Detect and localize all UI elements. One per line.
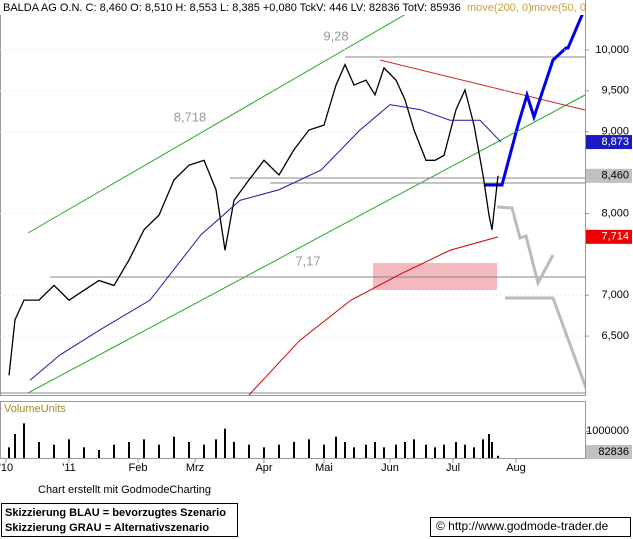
x-tick-label: Mrz	[186, 462, 204, 474]
series-line	[8, 62, 499, 376]
x-tick-label: Feb	[129, 462, 148, 474]
price-panel	[0, 0, 586, 396]
volume-bar	[395, 444, 397, 458]
volume-bar	[68, 439, 70, 458]
volume-bar	[335, 436, 337, 458]
volume-bar	[23, 423, 25, 458]
volume-bar	[8, 447, 10, 458]
volume-bar	[293, 442, 295, 458]
scenario-blue	[485, 7, 585, 187]
end-label: 82836	[598, 446, 629, 458]
volume-bar	[383, 447, 385, 458]
volume-bar	[128, 442, 130, 458]
end-label: 8,460	[601, 170, 629, 182]
volume-bar	[365, 444, 367, 458]
end-label: 8,873	[601, 136, 629, 148]
y-tick-label: 10,000	[595, 44, 629, 56]
volume-bar	[14, 434, 16, 458]
volume-bar	[98, 450, 100, 458]
y-tick-label: 1000000	[586, 425, 629, 437]
end-label-box	[586, 135, 632, 150]
volume-title: VolumeUnits	[4, 403, 66, 415]
x-tick-label: Aug	[506, 462, 526, 474]
volume-bar	[224, 428, 226, 458]
volume-bar	[203, 444, 205, 458]
x-tick-label: Jun	[381, 462, 399, 474]
volume-bar	[491, 442, 493, 458]
y-tick-label: 9,500	[601, 85, 629, 97]
volume-bar	[482, 439, 484, 458]
series-line	[29, 104, 502, 381]
y-tick-label: 6,500	[601, 330, 629, 342]
volume-bar	[473, 447, 475, 458]
copyright: © http://www.godmode-trader.de	[436, 519, 609, 533]
copyright-box	[430, 517, 631, 537]
volume-bar	[323, 444, 325, 458]
x-tick-label: Apr	[255, 462, 272, 474]
channel-bottom	[27, 94, 585, 394]
volume-bar	[425, 444, 427, 458]
volume-bar	[464, 444, 466, 458]
volume-bar	[263, 447, 265, 458]
end-label: 7,714	[601, 231, 629, 243]
legend-entry: move(50, 0)	[531, 2, 590, 14]
volume-bar	[188, 442, 190, 458]
volume-bar	[158, 444, 160, 458]
volume-bar	[83, 447, 85, 458]
x-tick-label: Jul	[446, 462, 460, 474]
volume-bar	[215, 439, 217, 458]
volume-bar	[374, 442, 376, 458]
annotation: 7,17	[295, 253, 320, 268]
volume-bar	[344, 442, 346, 458]
x-tick-label: '11	[62, 462, 76, 474]
volume-bar	[455, 442, 457, 458]
legend-blue: Skizzierung BLAU = bevorzugtes Szenario	[5, 507, 226, 519]
end-label-box	[586, 168, 632, 183]
price-layer: 9,28 8,718 7,17	[0, 2, 585, 395]
volume-bar	[443, 444, 445, 458]
end-label-box	[586, 229, 632, 244]
volume-bar	[278, 444, 280, 458]
legend-box	[1, 503, 238, 537]
annotation: 9,28	[323, 28, 348, 43]
x-tick-label: Mai	[315, 462, 333, 474]
scenario-gray	[505, 296, 585, 389]
volume-bar	[488, 434, 490, 458]
volume-bar	[233, 442, 235, 458]
volume-bar	[404, 442, 406, 458]
volume-bar	[248, 444, 250, 458]
volume-bar	[497, 455, 499, 458]
y-tick-label: 8,000	[601, 207, 629, 219]
x-tick-label: '10	[0, 462, 13, 474]
volume-bar	[53, 444, 55, 458]
volume-bar	[308, 439, 310, 458]
volume-bar	[143, 439, 145, 458]
legend-entry: move(200, 0)	[467, 2, 532, 14]
scenario-gray	[496, 205, 555, 288]
y-tick-label: 9,000	[601, 126, 629, 138]
channel-top	[27, 2, 426, 234]
volume-bar	[413, 439, 415, 458]
resistance-line	[379, 59, 585, 111]
header: BALDA AG O.N. C: 8,460 O: 8,510 H: 8,553…	[3, 2, 590, 14]
series-line	[248, 236, 499, 395]
header-bg	[0, 0, 585, 15]
volume-bar	[434, 447, 436, 458]
y-tick-label: 7,000	[601, 289, 629, 301]
end-label-box	[586, 445, 632, 459]
volume-bar	[38, 442, 40, 458]
volume-bar	[113, 444, 115, 458]
legend-gray: Skizzierung GRAU = Alternativszenario	[5, 522, 209, 534]
credit: Chart erstellt mit GodmodeCharting	[38, 484, 211, 496]
annotation: 8,718	[174, 109, 207, 124]
chart-title: BALDA AG O.N. C: 8,460 O: 8,510 H: 8,553…	[3, 2, 461, 14]
volume-bar	[353, 447, 355, 458]
volume-bar	[173, 436, 175, 458]
